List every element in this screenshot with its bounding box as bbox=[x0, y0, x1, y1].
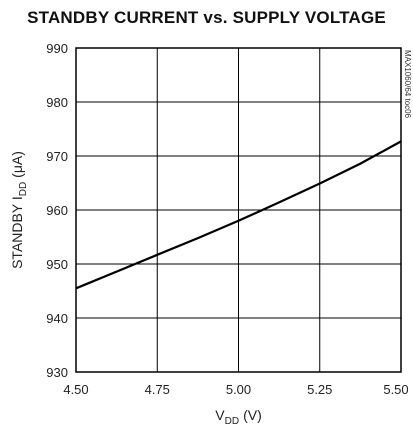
x-tick-labels: 4.50 4.75 5.00 5.25 5.50 bbox=[63, 382, 408, 397]
series-line bbox=[75, 140, 402, 290]
grid-lines bbox=[75, 47, 402, 373]
x-tick-label: 5.25 bbox=[307, 382, 332, 397]
y-tick-labels: 930 940 950 960 970 980 990 bbox=[46, 41, 68, 380]
x-axis-label: VDD (V) bbox=[215, 407, 261, 427]
x-tick-label: 4.75 bbox=[145, 382, 170, 397]
y-tick-label: 970 bbox=[46, 149, 68, 164]
y-tick-label: 940 bbox=[46, 311, 68, 326]
x-tick-label: 4.50 bbox=[63, 382, 88, 397]
figure-code: MAX1060/64 toc06 bbox=[403, 50, 412, 119]
y-tick-label: 980 bbox=[46, 95, 68, 110]
y-axis-label-main: STANDBY I bbox=[9, 196, 25, 269]
y-tick-label: 930 bbox=[46, 365, 68, 380]
x-tick-label: 5.00 bbox=[226, 382, 251, 397]
y-tick-label: 990 bbox=[46, 41, 68, 56]
y-axis-label: STANDBY IDD (μA) bbox=[9, 151, 29, 269]
y-axis-label-unit: (μA) bbox=[9, 151, 25, 178]
y-tick-label: 960 bbox=[46, 203, 68, 218]
y-axis-label-sub: DD bbox=[18, 182, 29, 196]
x-axis-label-sub: DD bbox=[225, 416, 239, 427]
y-tick-label: 950 bbox=[46, 257, 68, 272]
chart-title: STANDBY CURRENT vs. SUPPLY VOLTAGE bbox=[27, 8, 386, 27]
x-axis-label-unit: (V) bbox=[243, 407, 262, 423]
x-tick-label: 5.50 bbox=[383, 382, 408, 397]
plot-frame bbox=[75, 47, 402, 373]
x-axis-label-main: V bbox=[215, 407, 225, 423]
